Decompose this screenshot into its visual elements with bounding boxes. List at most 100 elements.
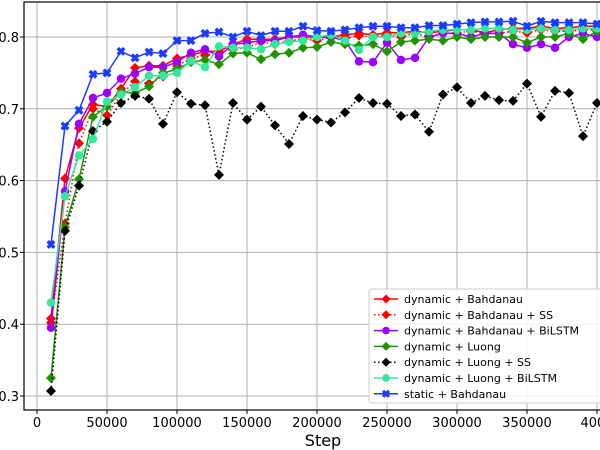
data-point <box>340 36 350 45</box>
data-point <box>130 90 140 101</box>
data-point <box>424 21 434 31</box>
data-point <box>536 32 546 42</box>
data-point <box>74 138 84 149</box>
data-point <box>438 21 448 31</box>
data-point <box>381 357 391 367</box>
data-point <box>381 294 391 304</box>
data-point <box>438 89 448 100</box>
data-point <box>368 21 378 31</box>
data-point <box>466 98 476 109</box>
series-line <box>50 27 597 303</box>
data-point <box>452 19 462 29</box>
data-point <box>508 95 518 106</box>
data-point <box>578 34 588 45</box>
legend-label: dynamic + Bahdanau + SS <box>404 309 553 322</box>
data-point <box>186 98 196 109</box>
data-point <box>116 46 126 56</box>
data-point <box>312 26 322 36</box>
data-point <box>508 16 518 26</box>
data-point <box>88 111 98 122</box>
data-point <box>368 32 378 42</box>
data-point <box>592 98 600 109</box>
data-point <box>312 42 322 53</box>
y-tick-label: 0.4 <box>0 318 19 333</box>
data-point <box>354 30 364 41</box>
data-point <box>172 36 182 46</box>
data-point <box>242 114 252 125</box>
data-point <box>102 97 112 106</box>
data-point <box>74 119 84 129</box>
data-point <box>88 134 98 144</box>
data-point <box>74 180 84 191</box>
data-point <box>368 57 378 67</box>
data-point <box>60 192 70 201</box>
data-point <box>298 36 308 45</box>
data-point <box>298 110 308 121</box>
data-point <box>326 117 336 128</box>
data-point <box>382 21 392 31</box>
legend: dynamic + Bahdanau dynamic + Bahdanau + S… <box>368 288 600 404</box>
data-point <box>116 98 126 109</box>
data-point <box>410 23 420 33</box>
data-point <box>522 43 532 53</box>
data-point <box>228 98 238 109</box>
data-point <box>382 46 392 57</box>
data-point <box>102 110 112 121</box>
data-point <box>452 32 462 42</box>
data-point <box>74 105 84 115</box>
y-tick-label: 0.5 <box>0 246 19 261</box>
data-point <box>410 109 420 120</box>
data-point <box>102 88 112 98</box>
series-line <box>50 30 598 379</box>
axes: 0 50000 100000 150000 200000 250000 300000 3500… <box>0 1 600 431</box>
data-point <box>494 95 504 106</box>
data-point <box>256 101 266 112</box>
data-point <box>564 25 574 35</box>
data-point <box>256 31 266 41</box>
data-point <box>284 26 294 36</box>
legend-label: dynamic + Bahdanau <box>404 293 523 306</box>
data-point <box>340 25 350 35</box>
data-point <box>144 81 154 92</box>
data-point <box>88 103 98 114</box>
data-point <box>396 23 406 33</box>
grid <box>24 2 600 410</box>
plot-frame <box>23 1 600 411</box>
data-point <box>46 240 56 250</box>
data-point <box>480 90 490 101</box>
data-point <box>536 39 546 49</box>
data-point <box>564 18 574 28</box>
data-point <box>340 107 350 118</box>
data-point <box>438 35 448 46</box>
x-tick-label: 250000 <box>362 416 412 431</box>
legend-box <box>368 288 600 404</box>
data-point <box>144 47 154 57</box>
data-point <box>214 59 224 70</box>
data-point <box>144 71 154 81</box>
legend-label: static + Bahdanau <box>404 388 506 401</box>
data-point <box>410 53 420 63</box>
data-point <box>158 118 168 129</box>
data-point <box>550 85 560 96</box>
data-point <box>592 19 600 29</box>
data-point <box>284 47 294 58</box>
data-point <box>382 326 390 335</box>
data-point <box>536 16 546 26</box>
data-point <box>466 25 476 35</box>
series-line <box>50 32 598 328</box>
data-point <box>46 298 56 307</box>
data-point <box>368 98 378 109</box>
data-point <box>46 323 56 333</box>
data-point <box>270 26 280 36</box>
legend-label: dynamic + Luong + SS <box>404 356 531 369</box>
data-point <box>172 57 182 67</box>
data-point <box>382 374 390 382</box>
data-point <box>396 37 406 48</box>
series-layer <box>46 16 600 396</box>
data-point <box>410 35 420 46</box>
data-point <box>578 18 588 28</box>
data-point <box>228 32 238 42</box>
data-point <box>564 88 574 99</box>
data-point <box>242 26 252 36</box>
data-point <box>452 82 462 93</box>
